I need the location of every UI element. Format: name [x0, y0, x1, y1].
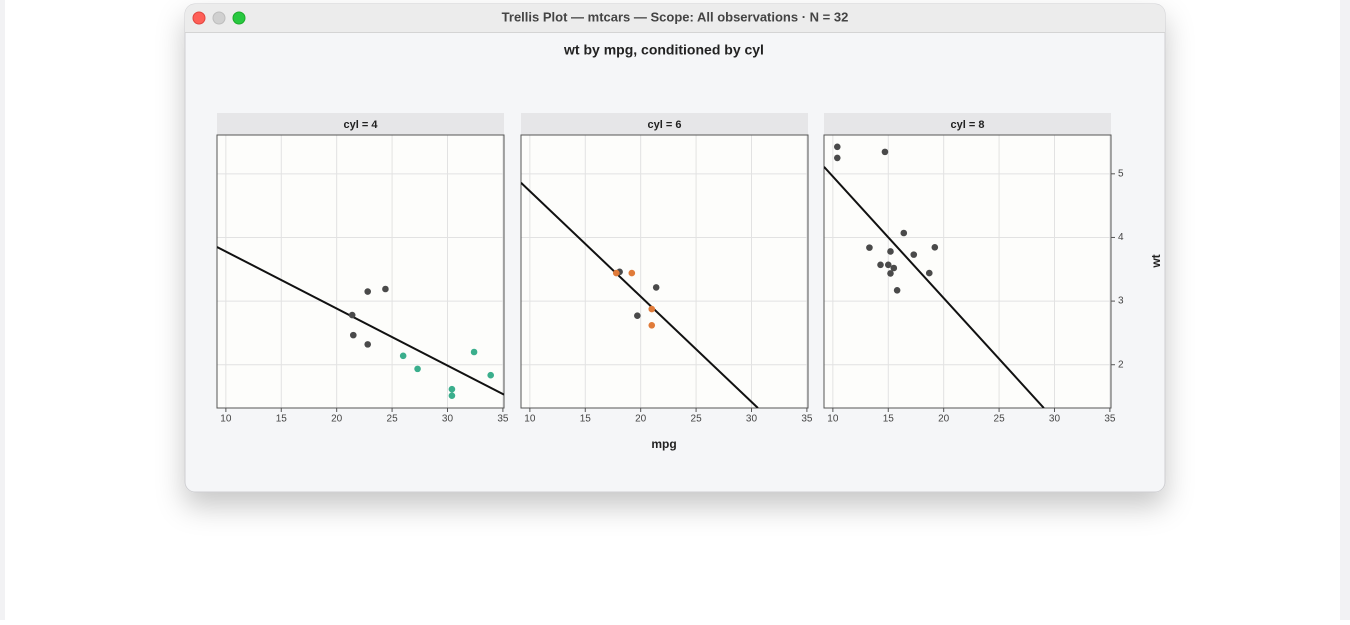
x-tick-label: 20 — [938, 414, 950, 425]
plot-content — [217, 246, 504, 400]
title-bar — [185, 4, 1165, 32]
x-tick-label: 25 — [387, 414, 399, 425]
x-tick-label: 35 — [1104, 414, 1116, 425]
y-tick-label: 5 — [1118, 168, 1124, 179]
x-tick-label: 25 — [691, 414, 703, 425]
y-tick-label: 2 — [1118, 359, 1124, 370]
point — [487, 371, 495, 379]
chart-title: wt by mpg, conditioned by cyl — [563, 42, 764, 58]
plot-content — [824, 143, 1045, 408]
panel: cyl = 6 10 15 20 25 30 35 — [520, 113, 813, 425]
x-tick-label: 10 — [524, 414, 536, 425]
x-tick-label: 20 — [635, 414, 647, 425]
plot-area — [521, 135, 808, 408]
x-tick-label: 20 — [331, 414, 343, 425]
point — [648, 321, 656, 329]
point — [382, 285, 389, 293]
point — [414, 365, 421, 373]
side-strip — [1340, 0, 1350, 620]
x-tick-label: 25 — [994, 414, 1006, 425]
plot-border — [216, 134, 505, 409]
point — [652, 284, 660, 291]
point — [881, 148, 889, 156]
point — [648, 305, 656, 313]
window-title: Trellis Plot — mtcars — Scope: All obser… — [502, 9, 849, 24]
point — [925, 269, 933, 277]
point — [448, 392, 456, 400]
point — [900, 229, 908, 237]
panel: cyl = 4 10 15 20 25 30 35 — [216, 113, 509, 425]
x-tick-label: 30 — [746, 414, 758, 425]
y-axis-label: wt — [1149, 254, 1163, 268]
minimize-button[interactable] — [212, 11, 226, 25]
point — [470, 348, 478, 356]
x-tick-label: 35 — [801, 414, 813, 425]
y-tick-label: 3 — [1118, 296, 1124, 307]
close-button[interactable] — [192, 11, 206, 25]
point — [634, 312, 641, 320]
y-tick-label: 4 — [1118, 232, 1124, 243]
point — [884, 261, 892, 269]
point — [877, 261, 884, 269]
panel-title: cyl = 6 — [648, 119, 682, 131]
panel-title: cyl = 4 — [344, 119, 379, 131]
point — [887, 248, 894, 255]
fit-line — [824, 166, 1045, 408]
point — [866, 244, 873, 251]
point — [893, 286, 901, 294]
x-tick-label: 35 — [497, 414, 509, 425]
point — [833, 154, 841, 162]
panel: cyl = 8 10 15 20 25 30 35 2 3 4 5 — [823, 113, 1124, 425]
x-tick-label: 10 — [827, 414, 839, 425]
plot-border — [823, 134, 1112, 409]
plot-border — [520, 134, 809, 409]
x-tick-label: 30 — [1049, 414, 1061, 425]
point — [890, 264, 898, 272]
point — [910, 251, 918, 258]
fit-line — [217, 246, 504, 396]
point — [612, 269, 620, 277]
zoom-button[interactable] — [232, 11, 246, 25]
point — [833, 143, 841, 151]
point — [349, 331, 357, 339]
point — [448, 385, 456, 393]
strip — [521, 113, 808, 135]
point — [364, 341, 372, 348]
strip — [824, 113, 1111, 135]
panel-title: cyl = 8 — [951, 119, 985, 131]
plot-content — [521, 182, 759, 408]
plot-area — [824, 135, 1111, 408]
point — [348, 311, 356, 319]
point — [628, 269, 636, 277]
x-tick-label: 10 — [220, 414, 232, 425]
x-tick-label: 30 — [442, 414, 454, 425]
point — [364, 288, 372, 295]
strip — [217, 113, 504, 135]
x-tick-label: 15 — [883, 414, 895, 425]
x-tick-label: 15 — [580, 414, 592, 425]
point — [887, 270, 894, 277]
point — [399, 352, 407, 360]
plot-area — [217, 135, 504, 408]
fit-line — [521, 182, 759, 408]
side-strip — [0, 0, 5, 620]
x-tick-label: 15 — [276, 414, 288, 425]
x-axis-label: mpg — [651, 437, 676, 451]
point — [931, 244, 939, 251]
